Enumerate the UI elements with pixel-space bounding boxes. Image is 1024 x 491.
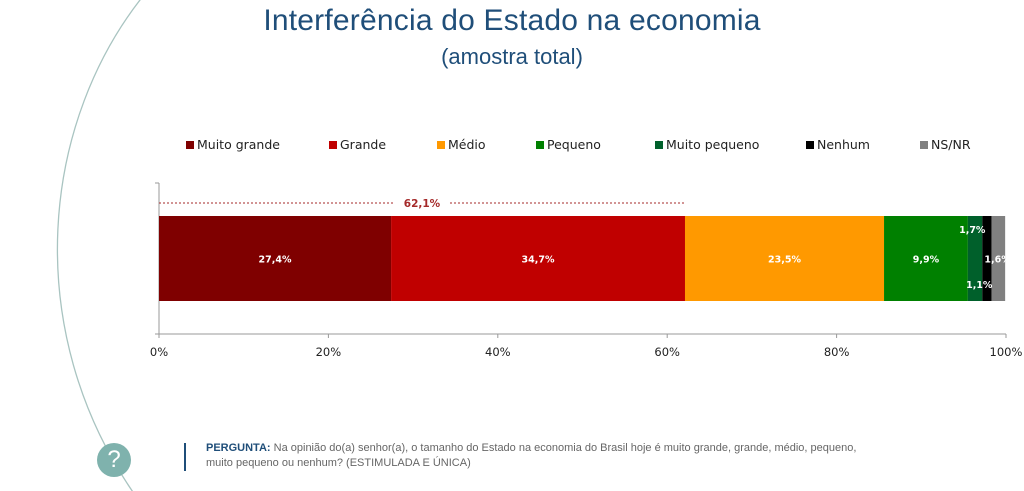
legend-item-muito-grande: Muito grande: [186, 137, 280, 152]
bar-segment-label: 1,7%: [959, 225, 986, 236]
bar-segment-label: 34,7%: [522, 255, 555, 266]
bar-segment-label: 27,4%: [259, 255, 292, 266]
bar-segment-muito-pequeno: [967, 216, 983, 301]
legend-item-pequeno: Pequeno: [536, 137, 601, 152]
legend-swatch: [329, 140, 337, 149]
legend-label: NS/NR: [931, 137, 971, 152]
bar-segment-nenhum: [982, 216, 992, 301]
bracket-label: 62,1%: [404, 198, 441, 210]
legend-swatch: [536, 140, 544, 149]
legend-label: Médio: [448, 137, 486, 152]
chart-subtitle: (amostra total): [441, 44, 583, 69]
legend: Muito grande Grande Médio Pequeno Muito …: [0, 137, 1024, 153]
legend-item-ns-nr: NS/NR: [920, 137, 971, 152]
bar-segment-ns-nr: [991, 216, 1006, 301]
x-tick-label: 0%: [150, 345, 168, 359]
bar-segment-grande: [391, 216, 685, 301]
bar-segment-label: 1,1%: [966, 280, 993, 291]
chart-title: Interferência do Estado na economia: [263, 4, 761, 37]
question-body: Na opinião do(a) senhor(a), o tamanho do…: [206, 442, 857, 469]
question-accent-bar: [184, 443, 186, 471]
legend-item-medio: Médio: [437, 137, 486, 152]
legend-label: Nenhum: [817, 137, 870, 152]
bar-segment-label: 9,9%: [913, 255, 940, 266]
x-tick-label: 40%: [485, 345, 511, 359]
help-icon[interactable]: ?: [97, 443, 131, 477]
legend-item-muito-pequeno: Muito pequeno: [655, 137, 759, 152]
legend-label: Pequeno: [547, 137, 601, 152]
x-tick-label: 20%: [316, 345, 342, 359]
legend-swatch: [806, 140, 814, 149]
x-tick-label: 100%: [990, 345, 1023, 359]
legend-swatch: [437, 140, 445, 149]
bar-segment-pequeno: [884, 216, 968, 301]
legend-swatch: [655, 140, 663, 149]
legend-swatch: [920, 140, 928, 149]
bar-segment-medio: [684, 216, 885, 301]
bar-segment-muito-grande: [159, 216, 392, 301]
x-tick-label: 60%: [654, 345, 680, 359]
legend-label: Muito pequeno: [666, 137, 760, 152]
question-label: PERGUNTA:: [206, 442, 271, 454]
legend-label: Muito grande: [197, 137, 280, 152]
bar-segment-label: 1,6%: [984, 255, 1011, 266]
legend-item-nenhum: Nenhum: [806, 137, 870, 152]
x-tick-label: 80%: [824, 345, 850, 359]
legend-swatch: [186, 140, 194, 149]
legend-item-grande: Grande: [329, 137, 386, 152]
bar-segment-label: 23,5%: [768, 255, 801, 266]
question-text: PERGUNTA: Na opinião do(a) senhor(a), o …: [206, 441, 866, 471]
legend-label: Grande: [340, 137, 387, 152]
